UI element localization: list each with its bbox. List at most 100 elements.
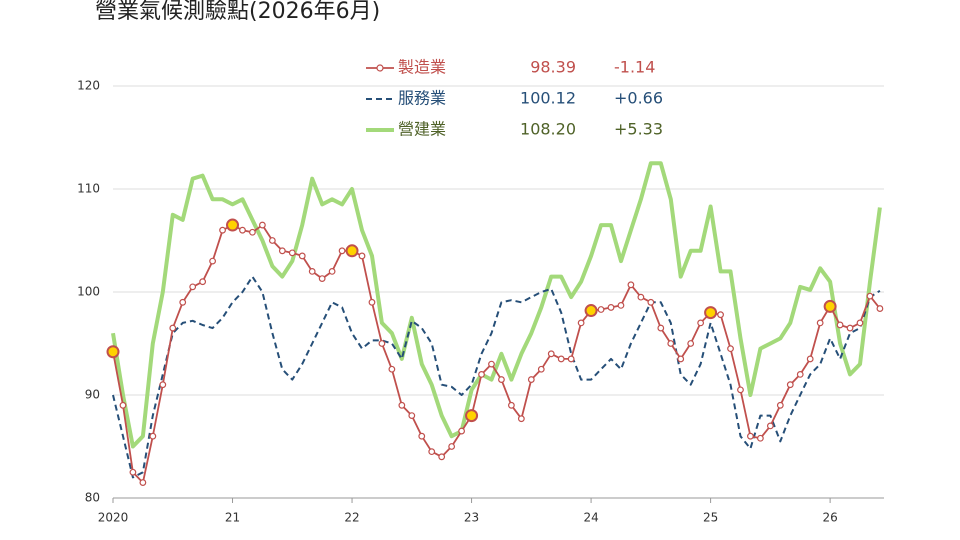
- data-point: [189, 283, 197, 291]
- data-point: [577, 319, 585, 327]
- y-tick-label: 100: [77, 285, 100, 299]
- data-point: [308, 268, 316, 275]
- data-point: [106, 345, 120, 359]
- data-point: [119, 401, 127, 409]
- data-point: [298, 252, 306, 260]
- data-point: [508, 401, 515, 409]
- data-point: [488, 360, 495, 368]
- x-tick-label: 25: [703, 511, 718, 525]
- data-point: [179, 298, 187, 306]
- data-point: [219, 226, 226, 234]
- data-point: [757, 434, 764, 442]
- data-point: [584, 304, 598, 318]
- data-point: [159, 381, 167, 389]
- y-tick-label: 120: [77, 79, 100, 93]
- legend-label: 製造業: [398, 58, 446, 77]
- legend-change: +5.33: [614, 120, 663, 139]
- data-point: [149, 432, 157, 440]
- data-point: [637, 293, 645, 301]
- chart-title: 營業氣候測驗點(2026年6月): [95, 0, 380, 24]
- data-point: [378, 340, 386, 347]
- data-point: [398, 401, 406, 409]
- data-point: [517, 415, 525, 423]
- data-point: [737, 386, 744, 394]
- data-point: [259, 221, 266, 229]
- data-point: [527, 376, 535, 383]
- data-point: [547, 350, 555, 358]
- data-point: [358, 252, 366, 260]
- x-tick-label: 2020: [98, 511, 129, 525]
- data-point: [278, 247, 286, 255]
- data-point: [388, 365, 396, 373]
- data-point: [438, 453, 446, 461]
- legend-latest: 98.39: [530, 58, 576, 77]
- data-point: [328, 268, 336, 275]
- x-tick-label: 24: [583, 511, 598, 525]
- data-point: [687, 340, 695, 347]
- data-point: [776, 401, 784, 409]
- series-line: [111, 161, 882, 449]
- data-point: [465, 409, 479, 423]
- data-point: [704, 306, 718, 320]
- legend-latest: 108.20: [520, 120, 576, 139]
- legend-change: -1.14: [614, 58, 655, 77]
- data-point: [647, 298, 655, 306]
- y-tick-label: 90: [85, 388, 100, 402]
- data-point: [557, 355, 565, 363]
- y-tick-label: 110: [77, 182, 100, 196]
- data-point: [816, 319, 824, 327]
- data-point: [537, 365, 545, 373]
- data-point: [627, 281, 635, 289]
- data-point: [836, 321, 844, 329]
- legend-label: 服務業: [398, 89, 446, 108]
- data-point: [866, 292, 874, 300]
- data-point: [288, 249, 296, 257]
- data-point: [129, 468, 137, 476]
- data-point: [418, 432, 426, 440]
- data-point: [876, 305, 884, 312]
- legend-label: 營建業: [398, 120, 446, 139]
- data-point: [368, 298, 376, 306]
- data-point: [806, 355, 814, 363]
- data-point: [717, 311, 724, 319]
- data-point: [318, 275, 326, 283]
- data-point: [856, 319, 864, 327]
- data-point: [226, 218, 240, 232]
- data-point: [823, 299, 837, 313]
- data-point: [766, 422, 774, 430]
- series-line: [112, 224, 881, 484]
- data-point: [747, 432, 754, 440]
- legend-change: +0.66: [614, 89, 663, 108]
- data-point: [727, 345, 734, 353]
- data-point: [408, 412, 416, 420]
- data-point: [338, 247, 346, 255]
- data-point: [428, 448, 436, 456]
- data-point: [846, 324, 854, 332]
- data-point: [458, 427, 466, 435]
- data-point: [478, 371, 485, 378]
- data-point: [239, 226, 246, 234]
- data-point: [209, 257, 217, 265]
- y-tick-label: 80: [85, 491, 100, 505]
- data-point: [786, 381, 794, 389]
- legend-latest: 100.12: [520, 89, 576, 108]
- data-point: [617, 301, 625, 309]
- data-point: [249, 228, 256, 236]
- data-point: [139, 479, 147, 486]
- x-tick-label: 21: [225, 511, 240, 525]
- legend-marker: [376, 64, 384, 72]
- data-point: [199, 278, 207, 286]
- data-point: [448, 443, 456, 450]
- data-point: [498, 376, 505, 383]
- data-point: [657, 324, 665, 332]
- data-point: [268, 237, 276, 244]
- data-point: [597, 306, 605, 313]
- series-line: [112, 275, 881, 479]
- data-point: [796, 371, 804, 378]
- data-point: [607, 304, 615, 311]
- data-point: [677, 355, 685, 363]
- data-point: [667, 340, 675, 347]
- data-point: [345, 244, 359, 258]
- data-point: [697, 319, 705, 327]
